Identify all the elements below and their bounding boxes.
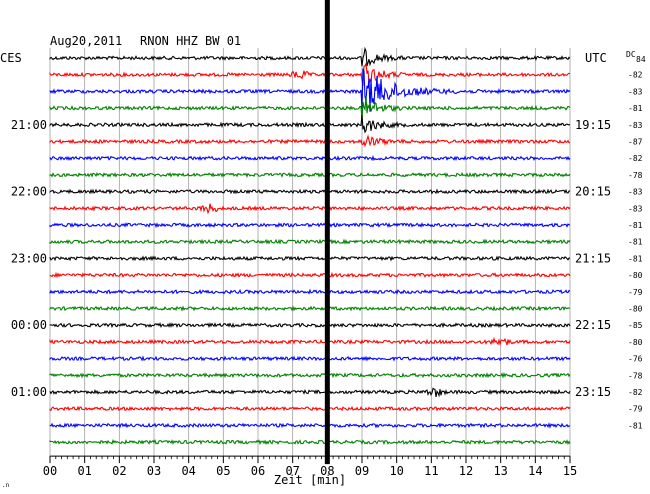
- dc-offset-label: -85: [628, 321, 643, 330]
- date-label: Aug20,2011: [50, 34, 122, 48]
- trace-row-15: [49, 305, 571, 312]
- corner-mark: .n: [2, 482, 10, 489]
- x-tick-label: 03: [147, 464, 161, 478]
- trace-row-5: [49, 134, 571, 148]
- x-tick-label: 10: [389, 464, 403, 478]
- x-tick-label: 08: [320, 464, 334, 478]
- dc-offset-label: -83: [628, 204, 643, 213]
- x-tick-label: 05: [216, 464, 230, 478]
- right-timezone-label: UTC: [585, 51, 607, 65]
- left-time-label: 00:00: [11, 318, 47, 332]
- trace-row-2: [49, 68, 571, 112]
- right-time-label: 22:15: [575, 318, 611, 332]
- dc-offset-label: -81: [628, 254, 643, 263]
- dc-label: DC: [626, 50, 636, 59]
- dc-offset-label: -82: [628, 154, 643, 163]
- trace-row-3: [49, 96, 571, 121]
- x-tick-label: 07: [285, 464, 299, 478]
- trace-row-9: [49, 203, 571, 215]
- trace-row-1: [49, 63, 570, 86]
- dc-offset-label: -81: [628, 104, 643, 113]
- x-tick-label: 14: [528, 464, 542, 478]
- trace-row-0: [49, 46, 571, 67]
- trace-row-6: [49, 155, 571, 162]
- right-time-label: 20:15: [575, 185, 611, 199]
- dc-offset-label: -80: [628, 305, 643, 314]
- dc-offset-label: -87: [628, 138, 643, 147]
- trace-row-19: [49, 372, 571, 379]
- dc-offset-label: -79: [628, 288, 643, 297]
- right-time-label: 19:15: [575, 118, 611, 132]
- x-tick-label: 00: [43, 464, 57, 478]
- trace-row-18: [49, 355, 571, 362]
- dc-offset-label: -83: [628, 188, 643, 197]
- trace-row-21: [49, 405, 571, 412]
- x-tick-label: 15: [563, 464, 577, 478]
- trace-row-23: [49, 439, 571, 446]
- x-axis: 00 01 02 03 04 05 06 07 08 09 10 11 12 13 14 15 21:00 22:…: [11, 71, 643, 478]
- left-time-label: 22:00: [11, 185, 47, 199]
- trace-row-20: [49, 387, 571, 398]
- dc-offset-label: -78: [628, 171, 643, 180]
- dc-offset-label: -80: [628, 271, 643, 280]
- x-tick-label: 11: [424, 464, 438, 478]
- dc-value: 84: [636, 55, 646, 64]
- trace-row-17: [49, 336, 571, 347]
- right-time-label: 23:15: [575, 385, 611, 399]
- trace-row-12: [49, 255, 570, 262]
- x-tick-label: 04: [181, 464, 195, 478]
- station-label: RNON HHZ BW 01: [140, 34, 241, 48]
- left-timezone-label: CES: [0, 51, 22, 65]
- trace-row-7: [49, 171, 571, 179]
- x-tick-label: 09: [355, 464, 369, 478]
- x-tick-label: 02: [112, 464, 126, 478]
- dc-offset-label: -81: [628, 238, 643, 247]
- dc-offset-label: -79: [628, 405, 643, 414]
- grid-lines: [49, 48, 571, 457]
- trace-row-10: [49, 222, 571, 229]
- x-axis-label: Zeit [min]: [274, 473, 346, 487]
- dc-offset-label: -82: [628, 71, 643, 80]
- dc-offset-label: -82: [628, 388, 643, 397]
- left-time-label: 21:00: [11, 118, 47, 132]
- dc-offset-label: -76: [628, 355, 643, 364]
- trace-row-11: [49, 238, 571, 245]
- trace-row-4: [49, 114, 571, 134]
- trace-row-22: [49, 422, 571, 429]
- dc-offset-label: -81: [628, 421, 643, 430]
- x-tick-label: 12: [459, 464, 473, 478]
- trace-row-13: [49, 271, 571, 279]
- x-tick-label: 06: [251, 464, 265, 478]
- x-tick-label: 13: [493, 464, 507, 478]
- right-time-label: 21:15: [575, 251, 611, 265]
- trace-row-8: [49, 188, 571, 195]
- traces: [49, 0, 571, 465]
- dc-offset-label: -83: [628, 121, 643, 130]
- trace-row-16: [49, 322, 571, 329]
- x-tick-label: 01: [77, 464, 91, 478]
- trace-row-14: [49, 288, 571, 295]
- dc-offset-label: -78: [628, 371, 643, 380]
- left-time-label: 23:00: [11, 251, 47, 265]
- dc-offset-label: -80: [628, 338, 643, 347]
- dc-offset-label: -81: [628, 221, 643, 230]
- left-time-label: 01:00: [11, 385, 47, 399]
- dc-offset-label: -83: [628, 87, 643, 96]
